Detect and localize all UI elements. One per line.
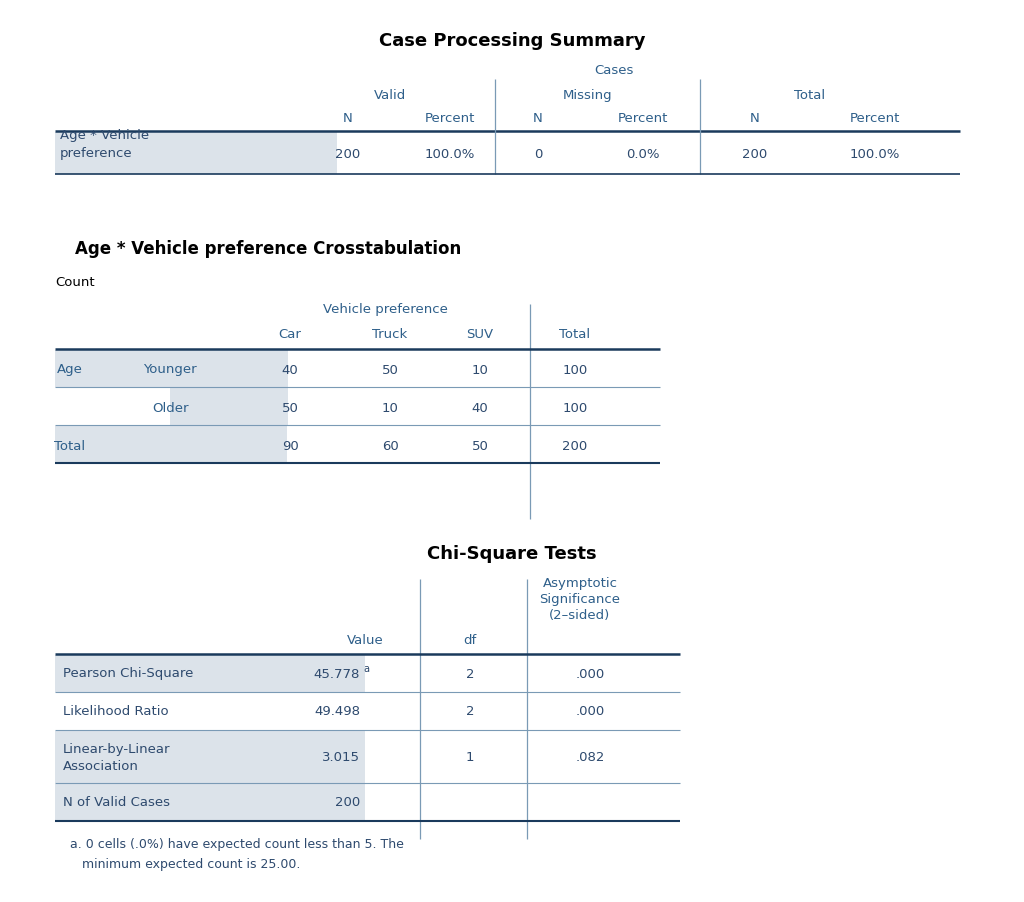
- Text: Percent: Percent: [425, 111, 475, 124]
- Text: Total: Total: [559, 328, 591, 341]
- Bar: [55, 732, 365, 783]
- Bar: [55, 133, 337, 175]
- Bar: [55, 655, 365, 692]
- Text: Percent: Percent: [617, 111, 669, 124]
- Text: 49.498: 49.498: [314, 704, 360, 718]
- Bar: [170, 389, 288, 426]
- Bar: [55, 427, 287, 464]
- Text: 2: 2: [466, 667, 474, 680]
- Text: SUV: SUV: [467, 328, 494, 341]
- Text: Age * Vehicle preference Crosstabulation: Age * Vehicle preference Crosstabulation: [75, 240, 461, 258]
- Text: Chi-Square Tests: Chi-Square Tests: [427, 545, 597, 562]
- Text: 40: 40: [282, 364, 298, 376]
- Text: Linear-by-Linear
Association: Linear-by-Linear Association: [63, 742, 171, 772]
- Bar: [55, 784, 365, 821]
- Text: a: a: [362, 663, 369, 673]
- Text: .082: .082: [575, 750, 605, 764]
- Text: 10: 10: [382, 401, 398, 414]
- Text: Cases: Cases: [594, 63, 634, 77]
- Text: 2: 2: [466, 704, 474, 718]
- Text: 3.015: 3.015: [322, 750, 360, 764]
- Text: a. 0 cells (.0%) have expected count less than 5. The: a. 0 cells (.0%) have expected count les…: [70, 837, 403, 850]
- Text: Age * Vehicle
preference: Age * Vehicle preference: [60, 129, 150, 161]
- Text: N: N: [343, 111, 353, 124]
- Text: Case Processing Summary: Case Processing Summary: [379, 32, 645, 50]
- Text: 200: 200: [336, 147, 360, 161]
- Text: N: N: [534, 111, 543, 124]
- Text: Asymptotic
Significance
(2–sided): Asymptotic Significance (2–sided): [540, 577, 621, 621]
- Text: Percent: Percent: [850, 111, 900, 124]
- Bar: [170, 351, 288, 388]
- Text: Older: Older: [152, 401, 188, 414]
- Text: 200: 200: [562, 439, 588, 452]
- Text: Likelihood Ratio: Likelihood Ratio: [63, 704, 169, 718]
- Text: 100: 100: [562, 401, 588, 414]
- Text: Total: Total: [54, 439, 86, 452]
- Text: Younger: Younger: [143, 364, 197, 376]
- Text: Missing: Missing: [563, 88, 612, 101]
- Text: 0.0%: 0.0%: [627, 147, 659, 161]
- Text: 200: 200: [335, 796, 360, 808]
- Text: .000: .000: [575, 667, 605, 680]
- Text: Age: Age: [57, 364, 83, 376]
- Text: Value: Value: [347, 633, 383, 646]
- Text: 0: 0: [534, 147, 542, 161]
- Text: 50: 50: [382, 364, 398, 376]
- Text: minimum expected count is 25.00.: minimum expected count is 25.00.: [70, 857, 300, 870]
- Text: 200: 200: [742, 147, 768, 161]
- Text: 1: 1: [466, 750, 474, 764]
- Bar: [55, 351, 170, 388]
- Text: N of Valid Cases: N of Valid Cases: [63, 796, 170, 808]
- Text: 100.0%: 100.0%: [425, 147, 475, 161]
- Text: Pearson Chi-Square: Pearson Chi-Square: [63, 667, 194, 680]
- Text: Count: Count: [55, 275, 94, 288]
- Text: df: df: [464, 633, 476, 646]
- Text: 50: 50: [282, 401, 298, 414]
- Text: 100.0%: 100.0%: [850, 147, 900, 161]
- Text: 60: 60: [382, 439, 398, 452]
- Text: .000: .000: [575, 704, 605, 718]
- Text: 100: 100: [562, 364, 588, 376]
- Text: Total: Total: [795, 88, 825, 101]
- Text: Truck: Truck: [373, 328, 408, 341]
- Text: 50: 50: [472, 439, 488, 452]
- Text: 10: 10: [472, 364, 488, 376]
- Text: 90: 90: [282, 439, 298, 452]
- Text: N: N: [751, 111, 760, 124]
- Text: 40: 40: [472, 401, 488, 414]
- Text: 45.778: 45.778: [313, 667, 360, 680]
- Text: Vehicle preference: Vehicle preference: [323, 303, 447, 316]
- Text: Valid: Valid: [374, 88, 407, 101]
- Text: Car: Car: [279, 328, 301, 341]
